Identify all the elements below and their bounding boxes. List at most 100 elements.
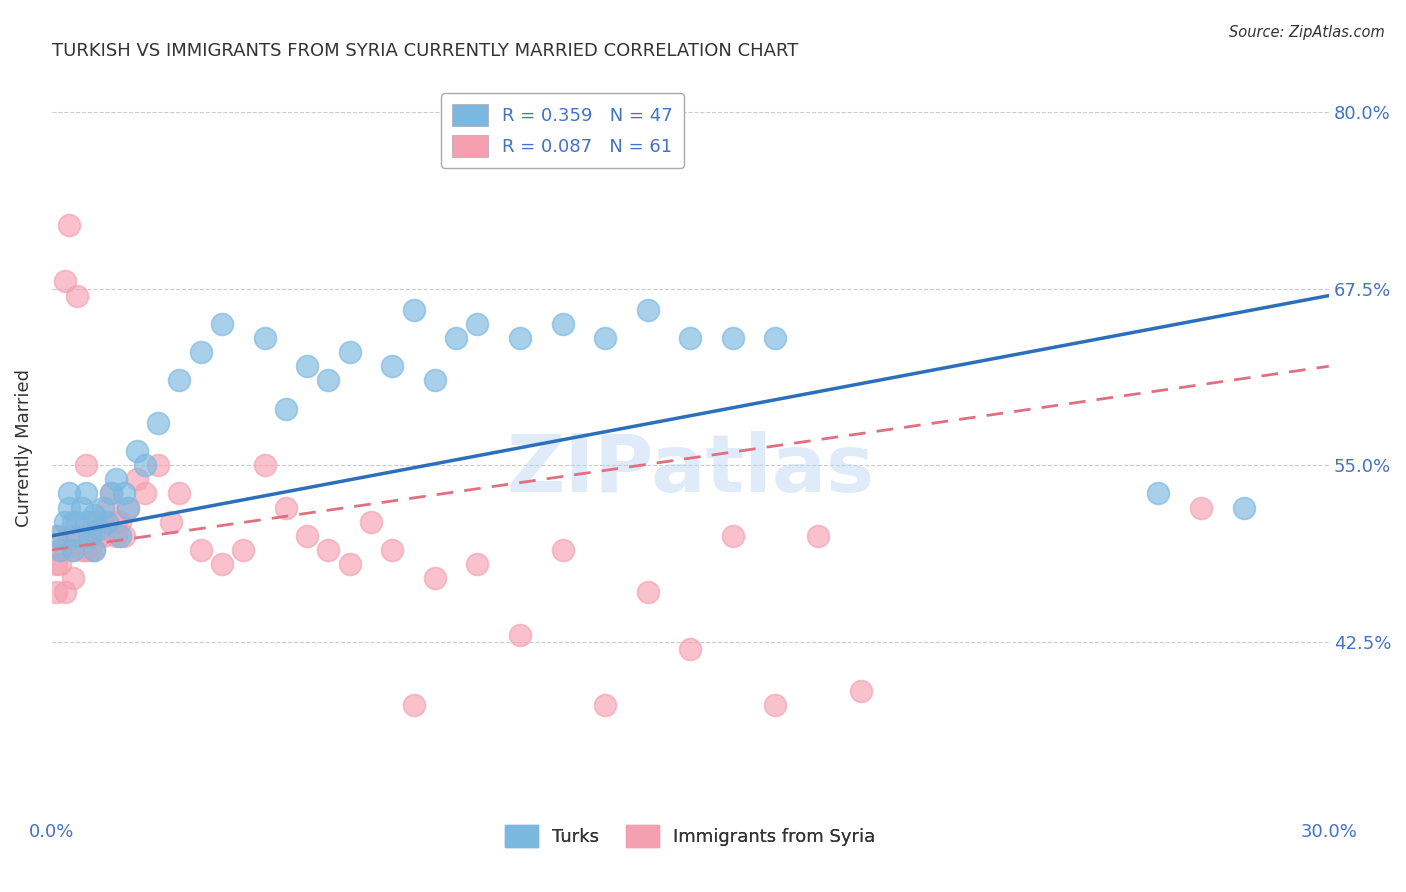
Text: TURKISH VS IMMIGRANTS FROM SYRIA CURRENTLY MARRIED CORRELATION CHART: TURKISH VS IMMIGRANTS FROM SYRIA CURRENT… <box>52 42 799 60</box>
Legend: Turks, Immigrants from Syria: Turks, Immigrants from Syria <box>498 817 883 854</box>
Point <box>62 515 84 529</box>
Point <box>62 529 84 543</box>
Point <box>381 543 404 558</box>
Point <box>134 458 156 473</box>
Point <box>83 515 105 529</box>
Point <box>274 401 297 416</box>
Point <box>807 529 830 543</box>
Point <box>444 331 467 345</box>
Point <box>509 331 531 345</box>
Point <box>721 331 744 345</box>
Point <box>53 275 76 289</box>
Point <box>49 557 72 571</box>
Point <box>100 486 122 500</box>
Point <box>509 628 531 642</box>
Point <box>637 302 659 317</box>
Text: ZIPatlas: ZIPatlas <box>506 431 875 508</box>
Point <box>402 698 425 713</box>
Point <box>87 529 110 543</box>
Point <box>49 529 72 543</box>
Point <box>58 500 80 515</box>
Point <box>66 515 89 529</box>
Point <box>104 529 127 543</box>
Point <box>79 543 101 558</box>
Point <box>849 684 872 698</box>
Point <box>360 515 382 529</box>
Point <box>83 543 105 558</box>
Point <box>45 557 67 571</box>
Point <box>62 571 84 585</box>
Point <box>295 359 318 374</box>
Point <box>423 373 446 387</box>
Point <box>125 472 148 486</box>
Point <box>169 486 191 500</box>
Point <box>108 515 131 529</box>
Point <box>87 522 110 536</box>
Point <box>58 218 80 232</box>
Point <box>160 515 183 529</box>
Point <box>96 515 118 529</box>
Point <box>117 500 139 515</box>
Point <box>62 543 84 558</box>
Point <box>593 698 616 713</box>
Point <box>75 486 97 500</box>
Point <box>91 515 114 529</box>
Point <box>134 486 156 500</box>
Point <box>679 331 702 345</box>
Point <box>274 500 297 515</box>
Point <box>232 543 254 558</box>
Point <box>58 486 80 500</box>
Point <box>108 529 131 543</box>
Point <box>91 500 114 515</box>
Point <box>169 373 191 387</box>
Point <box>721 529 744 543</box>
Point <box>763 698 786 713</box>
Point <box>125 444 148 458</box>
Point <box>146 416 169 430</box>
Point <box>75 458 97 473</box>
Point <box>318 543 340 558</box>
Point <box>112 529 135 543</box>
Point <box>53 585 76 599</box>
Point <box>211 557 233 571</box>
Point <box>79 529 101 543</box>
Point <box>75 543 97 558</box>
Point <box>112 486 135 500</box>
Point <box>100 486 122 500</box>
Point <box>1189 500 1212 515</box>
Point <box>637 585 659 599</box>
Point <box>117 500 139 515</box>
Point <box>58 529 80 543</box>
Point <box>79 529 101 543</box>
Point <box>318 373 340 387</box>
Point <box>423 571 446 585</box>
Point <box>53 543 76 558</box>
Point <box>66 529 89 543</box>
Point <box>146 458 169 473</box>
Point <box>104 472 127 486</box>
Point <box>467 557 489 571</box>
Point <box>49 543 72 558</box>
Point <box>70 529 93 543</box>
Point <box>253 331 276 345</box>
Point <box>679 641 702 656</box>
Point <box>295 529 318 543</box>
Point <box>96 500 118 515</box>
Point <box>211 317 233 331</box>
Point <box>253 458 276 473</box>
Point <box>1147 486 1170 500</box>
Point <box>62 543 84 558</box>
Point <box>70 500 93 515</box>
Point <box>467 317 489 331</box>
Point <box>75 515 97 529</box>
Point <box>91 529 114 543</box>
Y-axis label: Currently Married: Currently Married <box>15 368 32 526</box>
Point <box>83 508 105 522</box>
Point <box>83 543 105 558</box>
Point <box>339 557 361 571</box>
Point <box>1233 500 1256 515</box>
Point <box>190 543 212 558</box>
Point <box>551 317 574 331</box>
Text: Source: ZipAtlas.com: Source: ZipAtlas.com <box>1229 25 1385 40</box>
Point <box>402 302 425 317</box>
